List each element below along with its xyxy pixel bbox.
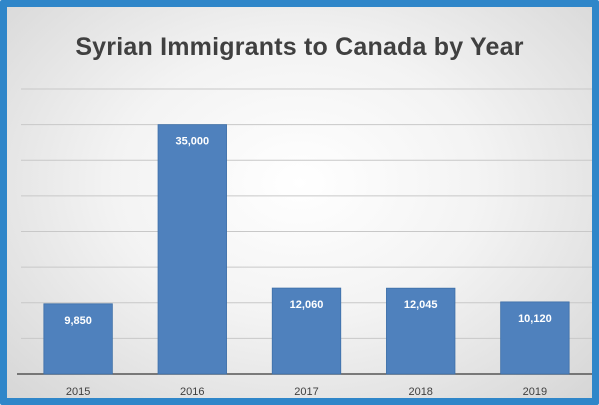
bar-series: [43, 124, 570, 375]
chart-title: Syrian Immigrants to Canada by Year: [75, 33, 524, 61]
category-label: 2019: [523, 386, 547, 398]
category-label: 2016: [180, 386, 204, 398]
bar: [271, 287, 342, 375]
data-label: 9,850: [64, 315, 92, 327]
bar: [157, 124, 227, 375]
category-label: 2018: [408, 386, 432, 398]
bar: [43, 303, 113, 375]
data-label: 12,060: [290, 299, 324, 311]
data-label: 10,120: [518, 313, 552, 325]
category-label: 2015: [66, 386, 90, 398]
bar: [500, 301, 570, 375]
data-label: 12,045: [404, 299, 438, 311]
value-labels: 9,850 35,000 12,060 12,045 10,120: [64, 136, 551, 327]
category-label: 2017: [294, 386, 318, 398]
category-labels: 2015 2016 2017 2018 2019: [66, 386, 547, 398]
data-label: 35,000: [175, 136, 209, 148]
bar: [386, 287, 456, 375]
